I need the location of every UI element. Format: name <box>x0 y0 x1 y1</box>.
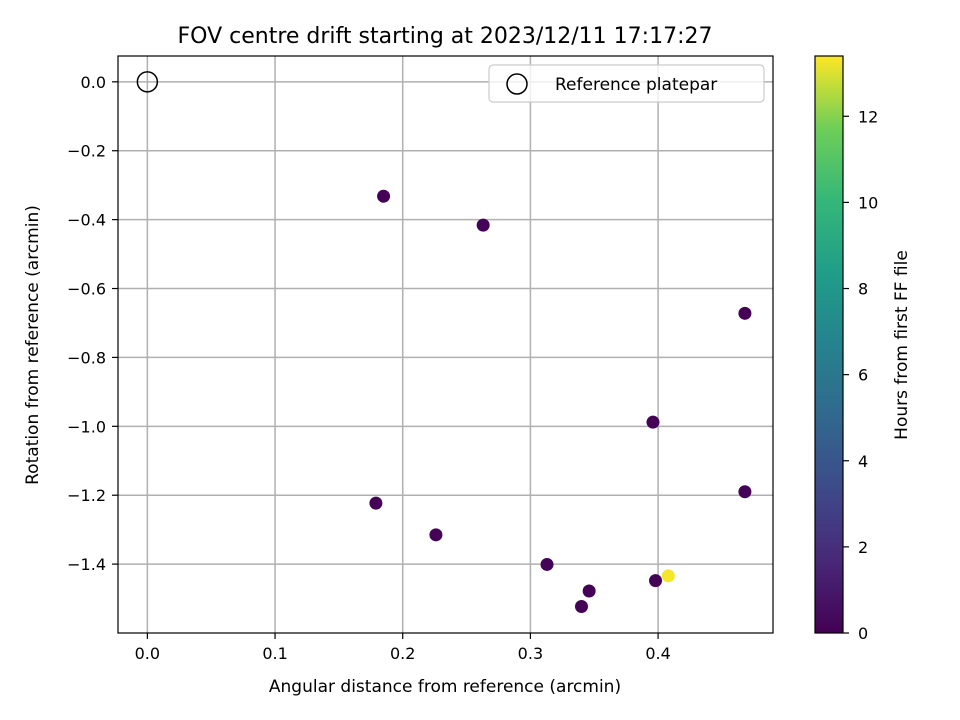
drift-point <box>738 306 752 320</box>
data-points <box>136 71 752 613</box>
drift-point <box>582 584 596 598</box>
y-tick-label: 0.0 <box>81 73 106 92</box>
y-tick-label: −0.4 <box>67 211 106 230</box>
x-tick-label: 0.1 <box>262 644 287 663</box>
colorbar-tick-label: 8 <box>858 280 868 299</box>
x-tick-label: 0.0 <box>135 644 160 663</box>
colorbar-ticks: 0 2 4 6 8 10 12 <box>843 107 878 643</box>
y-tick-label: −1.4 <box>67 555 106 574</box>
colorbar-tick-label: 0 <box>858 624 868 643</box>
colorbar-tick-label: 4 <box>858 452 868 471</box>
y-tick-label: −0.8 <box>67 348 106 367</box>
colorbar-label: Hours from first FF file <box>892 250 912 440</box>
x-axis-label: Angular distance from reference (arcmin) <box>269 677 621 697</box>
x-tick-label: 0.4 <box>645 644 670 663</box>
grid <box>118 56 773 633</box>
drift-point <box>649 574 663 588</box>
colorbar: 0 2 4 6 8 10 12 Hours from first FF file <box>814 55 912 643</box>
axis-ticks: 0.0 0.1 0.2 0.3 0.4 0.0 −0.2 −0.4 −0.6 −0.8 −1.0 −1… <box>67 73 671 663</box>
y-tick-label: −1.0 <box>67 417 106 436</box>
drift-point <box>661 569 675 583</box>
legend-entry-reference: Reference platepar <box>555 75 717 95</box>
drift-point <box>476 218 490 232</box>
colorbar-gradient <box>814 55 844 634</box>
colorbar-tick-label: 10 <box>858 193 878 212</box>
x-tick-label: 0.3 <box>518 644 543 663</box>
drift-point <box>738 485 752 499</box>
y-axis-label: Rotation from reference (arcmin) <box>23 205 43 485</box>
drift-point <box>377 189 391 203</box>
drift-point <box>540 557 554 571</box>
legend-box <box>488 64 765 103</box>
chart-title: FOV centre drift starting at 2023/12/11 … <box>178 24 713 49</box>
y-tick-label: −0.2 <box>67 142 106 161</box>
y-tick-label: −0.6 <box>67 280 106 299</box>
plot-frame <box>117 55 774 634</box>
reference-platepar-marker <box>136 71 159 93</box>
drift-point <box>574 599 588 613</box>
x-tick-label: 0.2 <box>390 644 415 663</box>
drift-point <box>369 496 383 510</box>
y-tick-label: −1.2 <box>67 486 106 505</box>
colorbar-tick-label: 6 <box>858 366 868 385</box>
colorbar-tick-label: 12 <box>858 107 878 126</box>
drift-point <box>646 415 660 429</box>
drift-point <box>429 528 443 542</box>
legend-marker-reference <box>506 73 528 95</box>
legend: Reference platepar <box>488 64 765 103</box>
colorbar-tick-label: 2 <box>858 538 868 557</box>
